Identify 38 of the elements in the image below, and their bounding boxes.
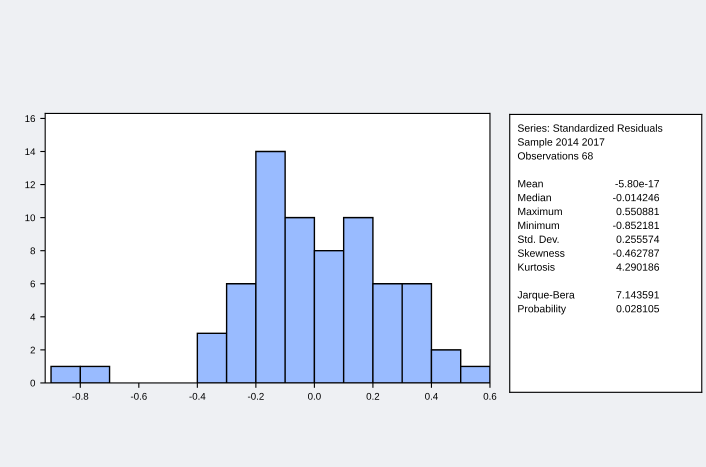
text: Observations 68 (518, 152, 593, 160)
x-tick-label: -0.8 (72, 392, 88, 400)
text: Mean (518, 180, 543, 188)
text: Skewness (518, 249, 565, 257)
x-tick-label: -0.4 (189, 392, 206, 400)
y-tick-label: 16 (25, 115, 36, 122)
text: Std. Dev. (518, 235, 559, 243)
text: Maximum (518, 208, 562, 216)
text: 0.028105 (616, 305, 660, 312)
y-tick-label: 12 (25, 181, 35, 188)
y-tick-label: 14 (25, 148, 36, 156)
text: 4.290186 (616, 263, 660, 271)
y-tick-label: 8 (30, 247, 36, 254)
y-tick-label: 10 (25, 214, 36, 222)
text: 7.143591 (616, 291, 660, 299)
text: Probability (518, 304, 566, 314)
y-tick-label: 6 (30, 280, 36, 288)
text: Kurtosis (518, 263, 555, 271)
text: -5.80e-17 (615, 180, 659, 188)
y-tick-label: 0 (30, 380, 36, 387)
text: -0.852181 (613, 222, 660, 230)
text: -0.462787 (613, 249, 659, 257)
text: Median (518, 194, 551, 202)
x-tick-label: -0.6 (130, 392, 147, 400)
y-tick-label: 2 (30, 346, 35, 354)
text: Series: Standardized Residuals (518, 124, 662, 132)
x-tick-label: 0.6 (484, 392, 496, 400)
text: Sample 2014 2017 (518, 138, 604, 148)
x-tick-label: -0.2 (248, 392, 264, 400)
x-tick-label: 0.2 (366, 392, 380, 400)
text: Minimum (518, 221, 559, 230)
text: 0.255574 (616, 236, 660, 243)
text: Jarque-Bera (518, 291, 575, 301)
x-tick-label: 0.4 (425, 392, 438, 400)
x-tick-label: 0.0 (308, 392, 321, 400)
text: 0.550881 (616, 208, 660, 216)
text: -0.014246 (613, 194, 660, 202)
y-tick-label: 4 (30, 314, 36, 320)
